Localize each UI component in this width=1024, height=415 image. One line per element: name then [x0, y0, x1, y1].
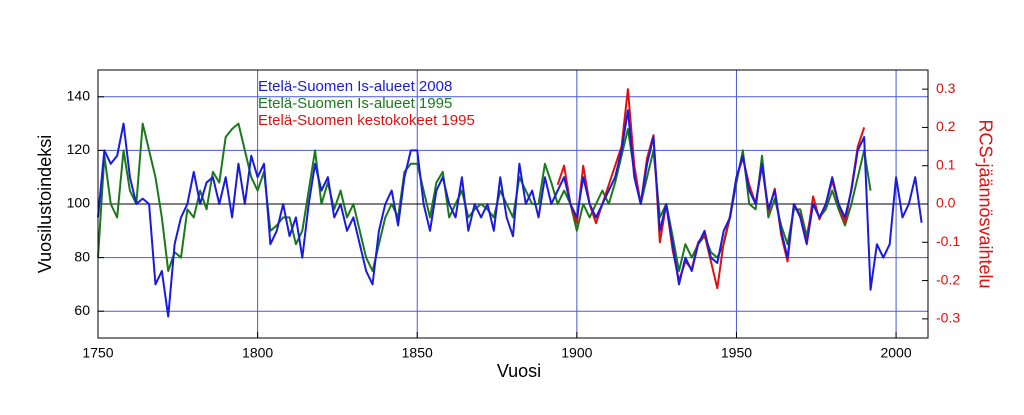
x-axis-label: Vuosi	[497, 361, 541, 381]
y2-tick-label: 0.0	[936, 195, 956, 211]
legend-entry: Etelä-Suomen kestokokeet 1995	[258, 112, 475, 129]
x-tick-label: 1850	[402, 345, 433, 361]
y2-tick-label: 0.2	[936, 118, 956, 134]
y-axis-label: Vuosilustoindeksi	[35, 135, 55, 273]
x-tick-label: 2000	[880, 345, 911, 361]
x-tick-label: 1950	[721, 345, 752, 361]
y-tick-label: 60	[74, 302, 90, 318]
y2-tick-label: -0.2	[936, 271, 960, 287]
legend-entry: Etelä-Suomen Is-alueet 1995	[258, 95, 452, 112]
x-tick-label: 1900	[561, 345, 592, 361]
x-tick-label: 1750	[82, 345, 113, 361]
series-line	[556, 88, 866, 290]
legend-entry: Etelä-Suomen Is-alueet 2008	[258, 78, 452, 95]
y2-axis-label: RCS-jäännösvaihtelu	[975, 119, 995, 288]
y-tick-label: 80	[74, 248, 90, 264]
y2-tick-label: 0.1	[936, 156, 956, 172]
y2-tick-label: -0.3	[936, 310, 960, 326]
series-line	[97, 122, 872, 272]
y2-tick-label: 0.3	[936, 80, 956, 96]
series-line	[97, 109, 923, 318]
y-tick-label: 100	[67, 195, 91, 211]
y-tick-label: 140	[67, 88, 91, 104]
x-tick-label: 1800	[242, 345, 273, 361]
y-tick-label: 120	[67, 141, 91, 157]
plot-frame	[97, 69, 929, 339]
y2-tick-label: -0.1	[936, 233, 960, 249]
